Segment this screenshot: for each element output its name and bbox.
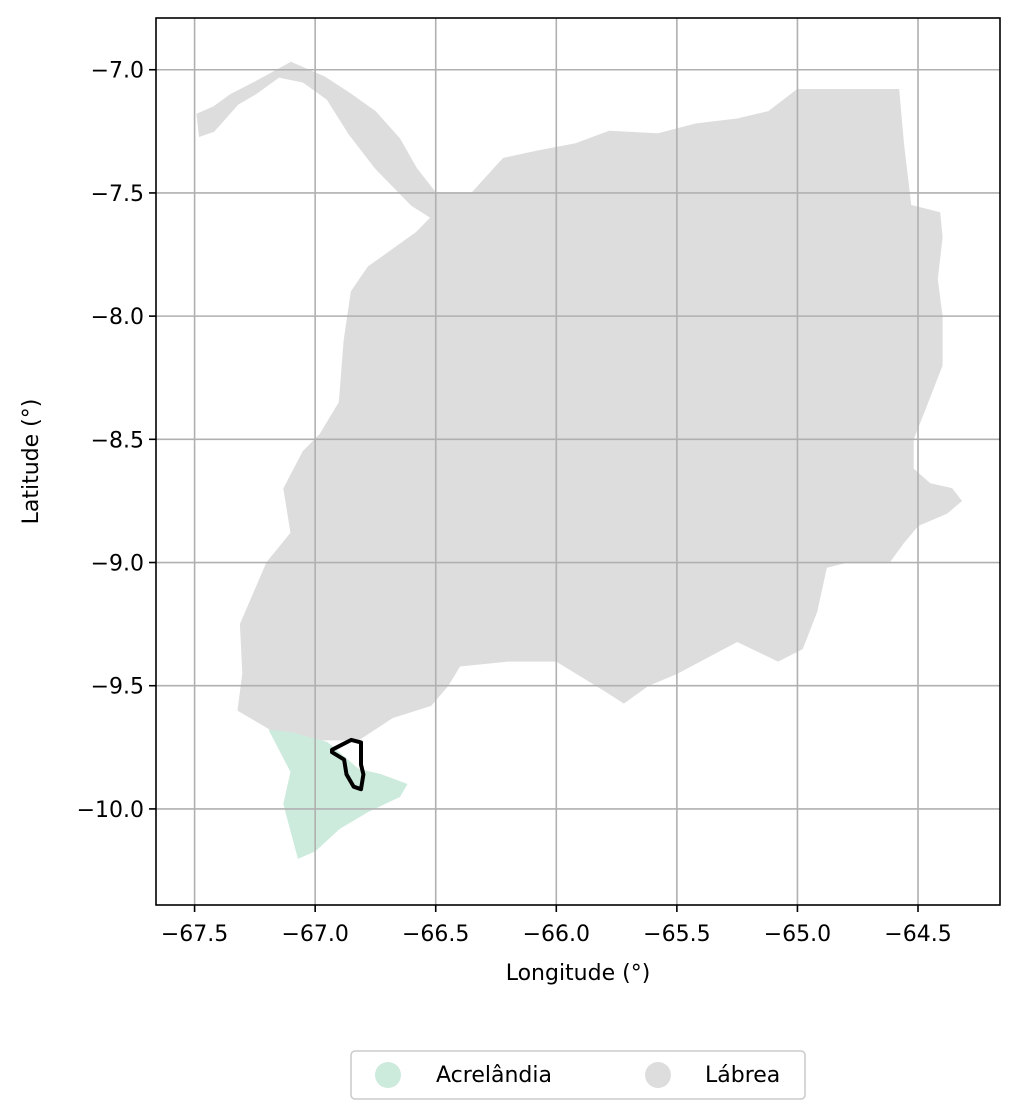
legend-label: Acrelândia bbox=[436, 1063, 552, 1088]
y-tick-label: −10.0 bbox=[77, 798, 144, 823]
x-tick-label: −66.5 bbox=[402, 922, 469, 947]
x-tick-label: −65.5 bbox=[643, 922, 710, 947]
x-tick-label: −67.5 bbox=[161, 922, 228, 947]
legend-label: Lábrea bbox=[705, 1063, 780, 1088]
y-tick-label: −9.5 bbox=[91, 675, 144, 700]
y-tick-label: −7.0 bbox=[91, 59, 144, 84]
x-axis-label: Longitude (°) bbox=[506, 961, 651, 986]
regions-layer bbox=[196, 61, 963, 859]
y-tick-label: −9.0 bbox=[91, 552, 144, 577]
outline-layer bbox=[330, 737, 366, 792]
y-tick-label: −7.5 bbox=[91, 182, 144, 207]
y-tick-label: −8.0 bbox=[91, 305, 144, 330]
legend-marker bbox=[375, 1062, 401, 1088]
y-axis-label: Latitude (°) bbox=[19, 399, 44, 525]
x-tick-label: −64.5 bbox=[884, 922, 951, 947]
axis-ticks: −67.5 −67.0 −66.5 −66.0 −65.5 −65.0 −64.5 −7.0 −… bbox=[77, 59, 952, 947]
x-tick-label: −65.0 bbox=[764, 922, 831, 947]
plot-frame bbox=[155, 17, 1001, 906]
highlight-outline bbox=[330, 737, 366, 792]
y-tick-label: −8.5 bbox=[91, 428, 144, 453]
region-labrea bbox=[196, 61, 963, 741]
legend-box bbox=[350, 1050, 806, 1100]
x-tick-label: −66.0 bbox=[523, 922, 590, 947]
x-tick-label: −67.0 bbox=[281, 922, 348, 947]
grid-lines bbox=[156, 18, 1000, 905]
region-acrelandia bbox=[268, 729, 408, 859]
legend-marker bbox=[645, 1062, 671, 1088]
legend: Acrelândia Lábrea bbox=[350, 1050, 806, 1100]
